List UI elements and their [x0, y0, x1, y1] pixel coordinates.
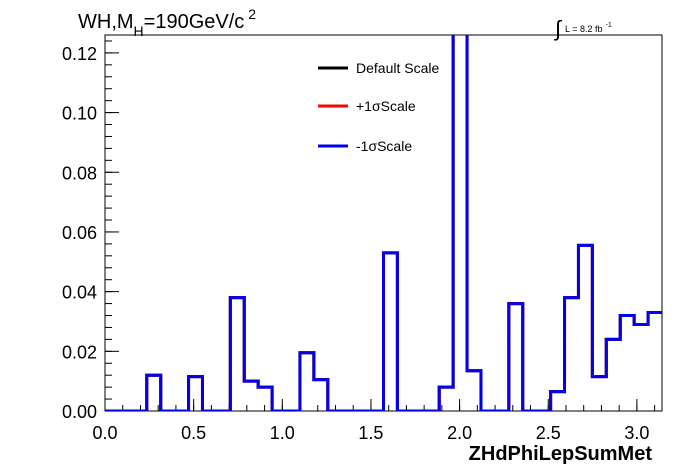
lumi-integral: ∫	[553, 16, 563, 41]
title-main: WH,M	[78, 11, 134, 33]
x-axis-label: ZHdPhiLepSumMet	[469, 443, 653, 465]
chart-title: WH,MH=190GeV/c 2	[78, 6, 256, 39]
lumi-text: L = 8.2 fb	[565, 24, 602, 34]
y-tick-label: 0.04	[62, 283, 97, 303]
y-tick-label: 0.10	[62, 104, 97, 124]
series-layer	[105, 35, 662, 411]
legend-label-default-scale: Default Scale	[356, 60, 439, 76]
legend-label-plus-sigma: +1σScale	[356, 98, 416, 114]
y-tick-label: 0.00	[62, 402, 97, 422]
x-tick-label: 2.0	[447, 423, 472, 443]
y-tick-label: 0.08	[62, 163, 97, 183]
lumi-superscript: -1	[605, 22, 611, 29]
x-tick-label: 0.5	[181, 423, 206, 443]
x-tick-label: 0.0	[92, 423, 117, 443]
title-rest: =190GeV/c	[144, 11, 245, 33]
x-tick-label: 2.5	[536, 423, 561, 443]
y-tick-label: 0.02	[62, 342, 97, 362]
title-subscript: H	[134, 23, 144, 39]
series-2-histogram	[105, 35, 662, 411]
x-tick-label: 1.5	[358, 423, 383, 443]
y-tick-label: 0.12	[62, 44, 97, 64]
legend-label-minus-sigma: -1σScale	[356, 138, 412, 154]
lumi-label: ∫ L = 8.2 fb -1	[553, 16, 612, 41]
legend: Default Scale +1σScale -1σScale	[318, 60, 439, 154]
axes: 0.00 0.02 0.04 0.06 0.08 0.10 0.12 0.0 0.5 1.0 1.5…	[62, 40, 656, 443]
x-tick-label: 3.0	[624, 423, 649, 443]
y-tick-label: 0.06	[62, 223, 97, 243]
x-tick-label: 1.0	[270, 423, 295, 443]
title-superscript: 2	[248, 6, 256, 22]
